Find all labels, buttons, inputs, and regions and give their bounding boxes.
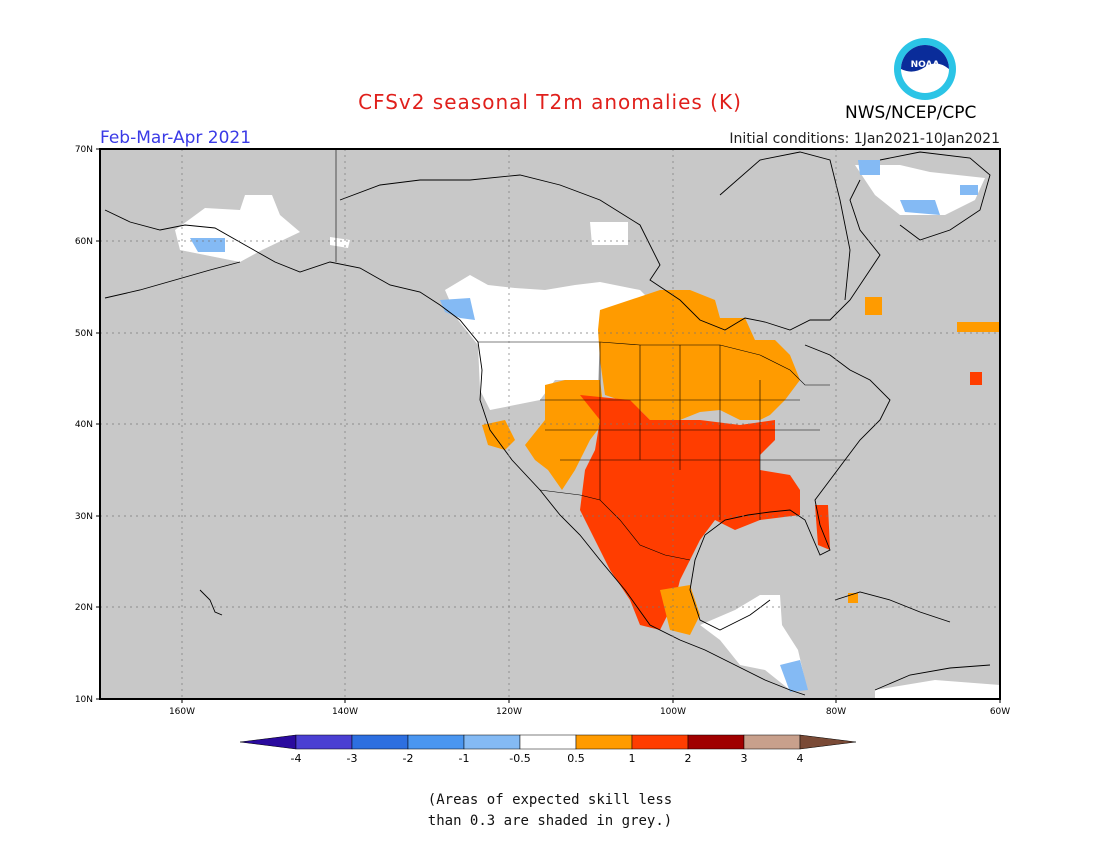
anomaly-orange-southwest [525,380,605,490]
noaa-logo: NOAA [894,38,956,100]
colorbar-label: -4 [291,752,302,765]
lat-label: 10N [75,695,93,705]
anomaly-orange-california [482,420,515,450]
caribbean-coastline [834,591,951,623]
political-boundaries [335,149,850,561]
colorbar-box [351,734,409,750]
anomaly-orange-central [598,290,800,420]
south-america-coastline [874,664,991,691]
colorbar-box [519,734,577,750]
lat-label: 60N [75,237,93,247]
lon-label: 60W [990,707,1010,717]
anomaly-orange-labrador [865,297,882,315]
anomaly-lightblue-greenland-1 [858,160,880,175]
anomaly-shading [175,160,1000,699]
ticks [96,148,1001,703]
colorbar-label: -1 [459,752,470,765]
anomaly-white-greenland [855,165,985,215]
colorbar-box [407,734,465,750]
colorbar-arrow-high [799,734,857,750]
skill-note: (Areas of expected skill less than 0.3 a… [0,790,1100,832]
us-mexico-border [539,489,691,561]
longitude-labels: 160W 140W 120W 100W 80W 60W [169,707,1010,717]
lon-label: 160W [169,707,195,717]
forecast-period: Feb-Mar-Apr 2021 [100,128,252,148]
lat-label: 40N [75,420,93,430]
lat-label: 30N [75,512,93,522]
initial-conditions: Initial conditions: 1Jan2021-10Jan2021 [729,131,1000,147]
anomaly-orange-east [957,322,1000,332]
anomaly-lightblue-alaska [190,238,225,252]
arctic-coastline [339,174,881,331]
hawaii-coastline [199,589,223,616]
colorbar-box [463,734,521,750]
logo-text: NOAA [911,60,940,70]
chart-title: CFSv2 seasonal T2m anomalies (K) [358,90,742,114]
anomaly-red-south [580,395,800,630]
colorbar-label: 2 [685,752,692,765]
anomaly-white-south-america [875,680,1000,699]
lon-label: 120W [496,707,522,717]
colorbar-label: -2 [403,752,414,765]
anomaly-orange-mexico [660,585,700,635]
agency-label: NWS/NCEP/CPC [845,103,977,123]
colorbar: -4 -3 -2 -1 -0.5 0.5 1 2 3 4 [239,734,857,765]
anomaly-lightblue-greenland-2 [900,200,940,215]
lat-label: 50N [75,329,93,339]
lon-label: 140W [332,707,358,717]
lat-label: 20N [75,603,93,613]
colorbar-label: -3 [347,752,358,765]
anomaly-lightblue-costa-rica [780,660,808,692]
colorbar-box [687,734,745,750]
alaska-peninsula-coastline [104,261,241,299]
colorbar-box [631,734,689,750]
colorbar-arrow-low [239,734,297,750]
anomaly-red-newfoundland [970,372,982,385]
colorbar-box [743,734,801,750]
greenland-coastline [879,151,991,241]
anomaly-white-arctic-island [590,222,628,245]
colorbar-box [295,734,353,750]
pacific-coastline [104,209,806,696]
anomaly-lightblue-greenland-3 [960,185,978,195]
lon-label: 100W [660,707,686,717]
colorbar-label: 3 [741,752,748,765]
anomaly-white-central-america [700,595,805,690]
atlantic-gulf-coastline [689,344,891,631]
skill-note-line2: than 0.3 are shaded in grey.) [427,813,673,829]
colorbar-label: 0.5 [567,752,585,765]
skill-note-line1: (Areas of expected skill less [427,792,673,808]
anomaly-lightblue-bc [440,298,475,320]
latitude-labels: 70N 60N 50N 40N 30N 20N 10N [75,145,93,705]
graticule [100,149,1000,699]
colorbar-label: 4 [797,752,804,765]
hudson-coastline [719,151,851,301]
colorbar-label: -0.5 [509,752,530,765]
colorbar-label: 1 [629,752,636,765]
lon-label: 80W [826,707,846,717]
lat-label: 70N [75,145,93,155]
colorbar-box [575,734,633,750]
coastlines [104,151,991,696]
